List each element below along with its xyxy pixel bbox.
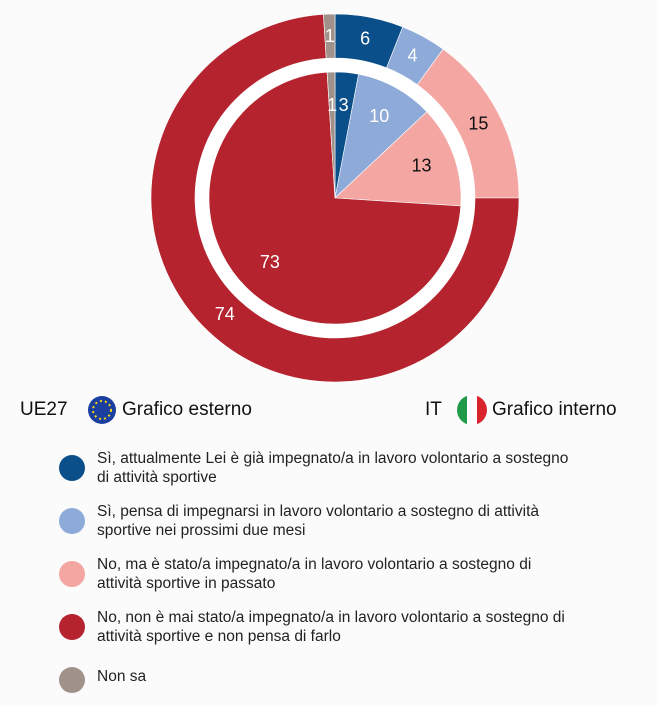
legend-swatch xyxy=(59,667,85,693)
slice xyxy=(334,111,462,207)
it-flag-icon xyxy=(457,395,487,425)
slice xyxy=(150,14,520,383)
value-label: 3 xyxy=(339,95,349,115)
slice xyxy=(208,71,462,325)
legend-swatch xyxy=(59,614,85,640)
legend-label: No, ma è stato/a impegnato/a in lavoro v… xyxy=(97,556,532,592)
value-label: 13 xyxy=(412,156,432,176)
legend-label: Sì, attualmente Lei è già impegnato/a in… xyxy=(97,450,569,486)
legend-swatch xyxy=(59,455,85,481)
outer-ring-label: Grafico esterno xyxy=(122,399,252,420)
legend-label: Non sa xyxy=(97,668,147,685)
legend-label: Sì, pensa di impegnarsi in lavoro volont… xyxy=(97,503,539,539)
value-label: 74 xyxy=(215,304,235,324)
inner-series-name: IT xyxy=(425,399,442,420)
slice xyxy=(334,73,428,199)
legend-label: No, non è mai stato/a impegnato/a in lav… xyxy=(97,609,565,645)
value-label: 4 xyxy=(408,46,418,66)
outer-series-name: UE27 xyxy=(20,399,68,420)
legend-swatch xyxy=(59,561,85,587)
value-label: 15 xyxy=(468,114,488,134)
value-label: 10 xyxy=(369,106,389,126)
legend-swatch xyxy=(59,508,85,534)
inner-ring-label: Grafico interno xyxy=(492,399,617,420)
eu-stars xyxy=(92,400,112,420)
value-label: 73 xyxy=(260,252,280,272)
slice xyxy=(326,71,336,199)
value-label: 1 xyxy=(327,95,337,115)
value-label: 6 xyxy=(360,29,370,49)
slice xyxy=(323,13,336,59)
value-label: 1 xyxy=(325,26,335,46)
